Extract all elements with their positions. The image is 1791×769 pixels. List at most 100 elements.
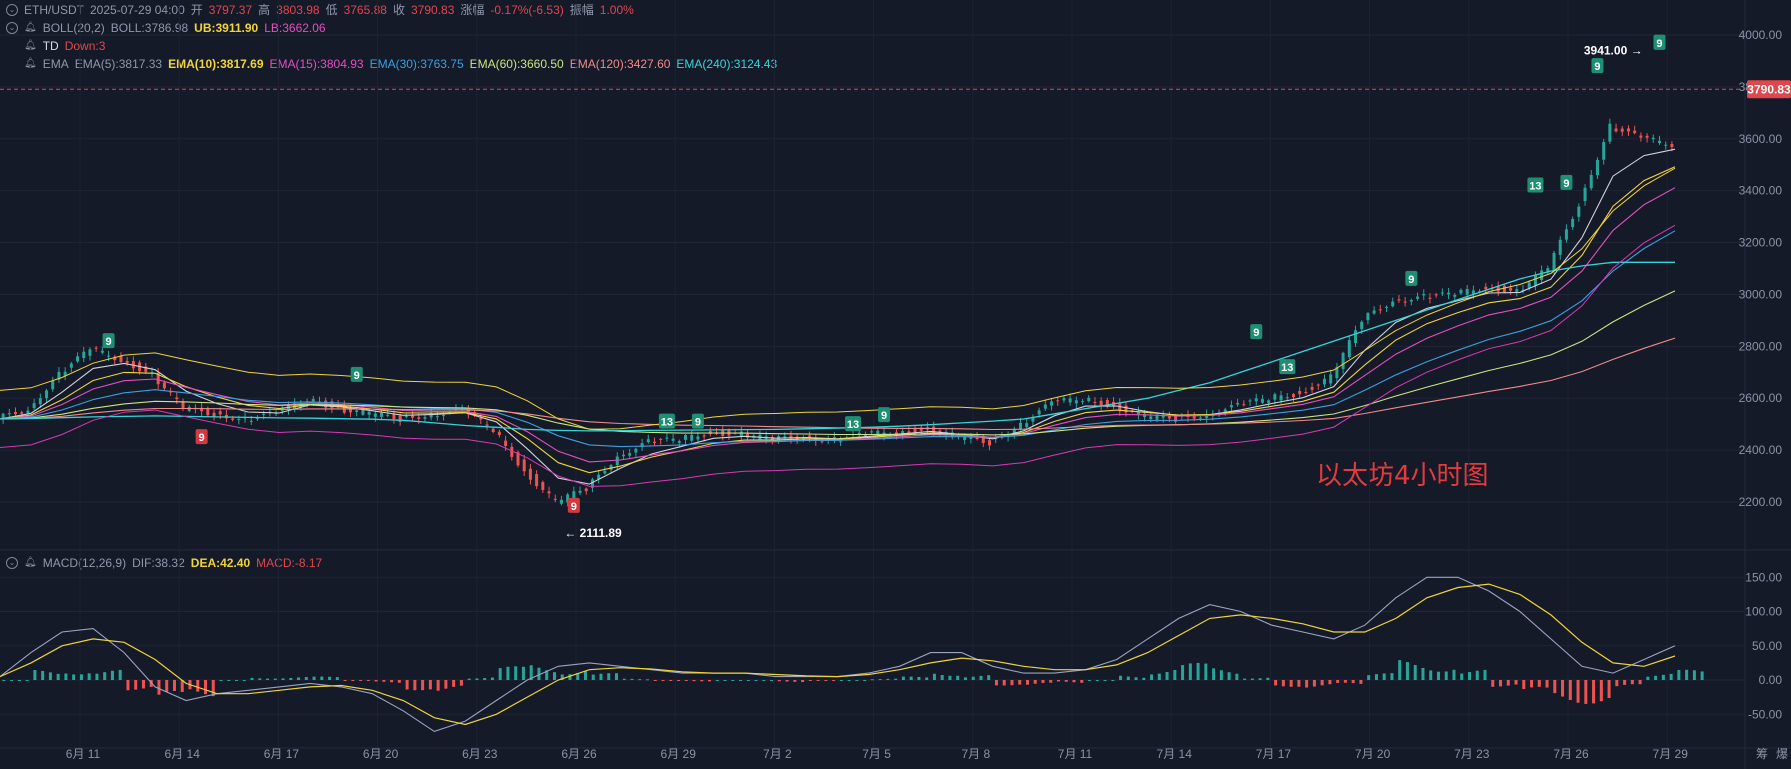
td-marker-label: 9: [571, 501, 577, 513]
candle-body: [1633, 130, 1637, 134]
candle-body: [373, 413, 377, 417]
macd-histogram-bar: [1390, 673, 1394, 680]
candle-body: [45, 390, 49, 399]
candle-body: [1285, 397, 1289, 399]
macd-histogram-bar: [165, 680, 169, 692]
macd-histogram-bar: [1157, 673, 1161, 680]
bell-icon[interactable]: 🔔︎: [24, 557, 37, 568]
ema-30: EMA(30):3763.75: [369, 57, 464, 71]
date-tick-label: 6月 23: [462, 747, 498, 761]
td-marker-badge: [1653, 34, 1666, 50]
bell-icon[interactable]: 🔔︎: [24, 58, 37, 69]
candle-body: [671, 438, 675, 441]
ema-10: EMA(10):3817.69: [168, 57, 264, 71]
candle-body: [1527, 282, 1531, 289]
candle-body: [1291, 394, 1295, 398]
collapse-toggle-icon[interactable]: ⌄: [6, 4, 18, 16]
candle-body: [1639, 135, 1643, 138]
macd-histogram-bar: [312, 676, 316, 680]
candle-body: [1335, 367, 1339, 379]
td-legend: 🔔︎ TD Down:3: [24, 38, 105, 54]
collapse-toggle-icon[interactable]: ⌄: [6, 22, 18, 34]
candle-body: [677, 441, 681, 443]
candle-body: [1198, 417, 1202, 419]
macd-histogram-bar: [1312, 680, 1316, 687]
macd-histogram-bar: [1134, 677, 1138, 680]
macd-histogram-bar: [48, 672, 52, 680]
candle-body: [1502, 285, 1506, 293]
macd-histogram-bar: [1033, 680, 1037, 684]
macd-histogram-bar: [1080, 680, 1084, 683]
macd-histogram-bar: [428, 680, 432, 690]
current-price-tag: [1747, 80, 1791, 99]
candle-body: [609, 465, 613, 470]
ema-60: EMA(60):3660.50: [469, 57, 564, 71]
candle-body: [1081, 401, 1085, 403]
candle-body: [1651, 137, 1655, 140]
macd-histogram-bar: [64, 673, 68, 680]
boll-legend: ⌄ 🔔︎ BOLL(20,2) BOLL:3786.98 UB:3911.90 …: [6, 20, 326, 36]
candle-body: [1496, 286, 1500, 292]
low-annotation: ← 2111.89: [564, 526, 622, 540]
macd-histogram-bar: [932, 673, 936, 680]
candle-body: [82, 351, 86, 359]
macd-histogram-bar: [490, 677, 494, 680]
corner-label: 爆: [1776, 747, 1788, 761]
td-marker-badge: [195, 429, 208, 445]
close-label: 收: [392, 3, 405, 17]
candle-body: [162, 382, 166, 389]
macd-histogram-bar: [677, 680, 681, 681]
macd-histogram-bar: [878, 679, 882, 681]
macd-histogram-bar: [266, 678, 270, 680]
candle-body: [1174, 415, 1178, 422]
macd-histogram-bar: [1351, 680, 1355, 684]
td-marker-badge: [350, 366, 363, 382]
date-tick-label: 6月 26: [561, 747, 597, 761]
macd-histogram-bar: [1173, 669, 1177, 680]
macd-histogram-bar: [1530, 680, 1534, 688]
td-marker-label: 9: [106, 336, 112, 348]
macd-histogram-bar: [824, 680, 828, 681]
macd-histogram-bar: [770, 680, 774, 681]
candle-body: [516, 452, 520, 466]
candle-body: [1143, 413, 1147, 418]
bell-icon[interactable]: 🔔︎: [24, 22, 37, 33]
candle-body: [386, 414, 390, 416]
price-tick-label: 3400.00: [1739, 184, 1783, 198]
collapse-toggle-icon[interactable]: ⌄: [6, 557, 18, 569]
macd-histogram-bar: [754, 680, 758, 681]
candle-body: [1453, 295, 1457, 297]
macd-histogram-bar: [576, 673, 580, 680]
td-marker-label: 13: [1529, 180, 1541, 192]
candle-body: [1037, 410, 1041, 415]
td-marker-badge: [691, 413, 704, 429]
corner-label: 筹: [1756, 747, 1768, 761]
macd-histogram-bar: [1165, 672, 1169, 680]
candle-body: [206, 409, 210, 416]
td-marker-badge: [845, 416, 862, 432]
macd-histogram-bar: [203, 680, 207, 695]
candle-body: [26, 410, 30, 414]
macd-histogram-bar: [1444, 671, 1448, 680]
macd-histogram-bar: [1274, 680, 1278, 686]
macd-histogram-bar: [785, 680, 789, 682]
candle-body: [1440, 292, 1444, 294]
candle-body: [404, 415, 408, 417]
candle-body: [770, 436, 774, 441]
macd-histogram-bar: [506, 666, 510, 680]
macd-histogram-bar: [366, 680, 370, 681]
candle-body: [125, 360, 129, 363]
macd-histogram-bar: [227, 680, 231, 681]
macd-histogram-bar: [483, 678, 487, 680]
bell-icon[interactable]: 🔔︎: [24, 40, 37, 51]
macd-histogram-bar: [1336, 680, 1340, 683]
macd-histogram-bar: [273, 678, 277, 680]
candle-body: [1155, 414, 1159, 420]
candle-body: [857, 432, 861, 435]
candle-body: [504, 440, 508, 447]
macd-histogram-bar: [1196, 662, 1200, 680]
boll-lb: LB:3662.06: [264, 21, 326, 35]
candle-body: [578, 490, 582, 493]
macd-histogram-bar: [95, 673, 99, 680]
